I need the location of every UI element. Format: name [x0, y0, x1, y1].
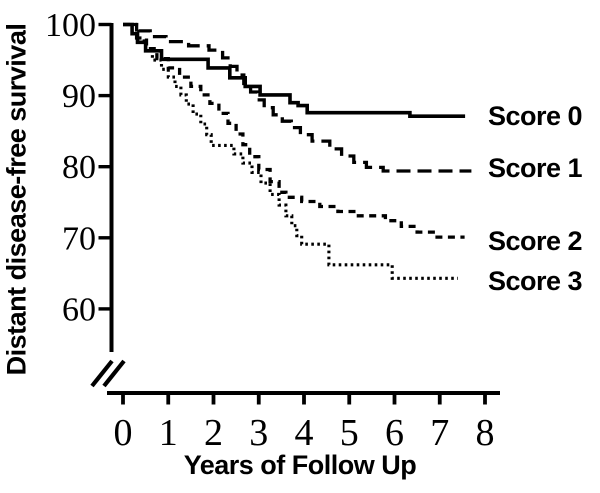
x-tick-label: 4: [295, 412, 314, 454]
x-tick-label: 3: [249, 412, 268, 454]
x-tick-label: 2: [204, 412, 223, 454]
survival-curves: [123, 22, 472, 280]
curve-score-3: [123, 22, 458, 280]
x-axis-title: Years of Follow Up: [183, 450, 417, 480]
y-tick-label: 80: [62, 149, 96, 186]
x-tick-label: 6: [385, 412, 404, 454]
y-tick-label: 90: [62, 78, 96, 115]
curve-score-1: [123, 22, 472, 173]
y-axis-break-slash: [102, 359, 126, 388]
y-axis-title: Distant disease-free survival: [1, 23, 32, 376]
series-label-score-0: Score 0: [488, 101, 583, 131]
x-tick-label: 1: [159, 412, 178, 454]
y-axis-break-slash: [90, 359, 114, 388]
series-label-score-2: Score 2: [488, 226, 583, 256]
axes: 100 90 80 70 60 0 1 2 3 4 5 6 7 8: [45, 7, 500, 454]
y-tick-label: 60: [62, 291, 96, 328]
curve-score-2: [123, 22, 465, 239]
x-tick-label: 8: [476, 412, 495, 454]
x-tick-label: 7: [430, 412, 449, 454]
x-tick-label: 5: [340, 412, 359, 454]
curve-score-0: [123, 22, 466, 118]
series-label-score-1: Score 1: [488, 153, 583, 183]
series-label-score-3: Score 3: [488, 266, 583, 296]
x-tick-label: 0: [114, 412, 133, 454]
y-tick-label: 100: [45, 7, 96, 44]
y-tick-label: 70: [62, 220, 96, 257]
